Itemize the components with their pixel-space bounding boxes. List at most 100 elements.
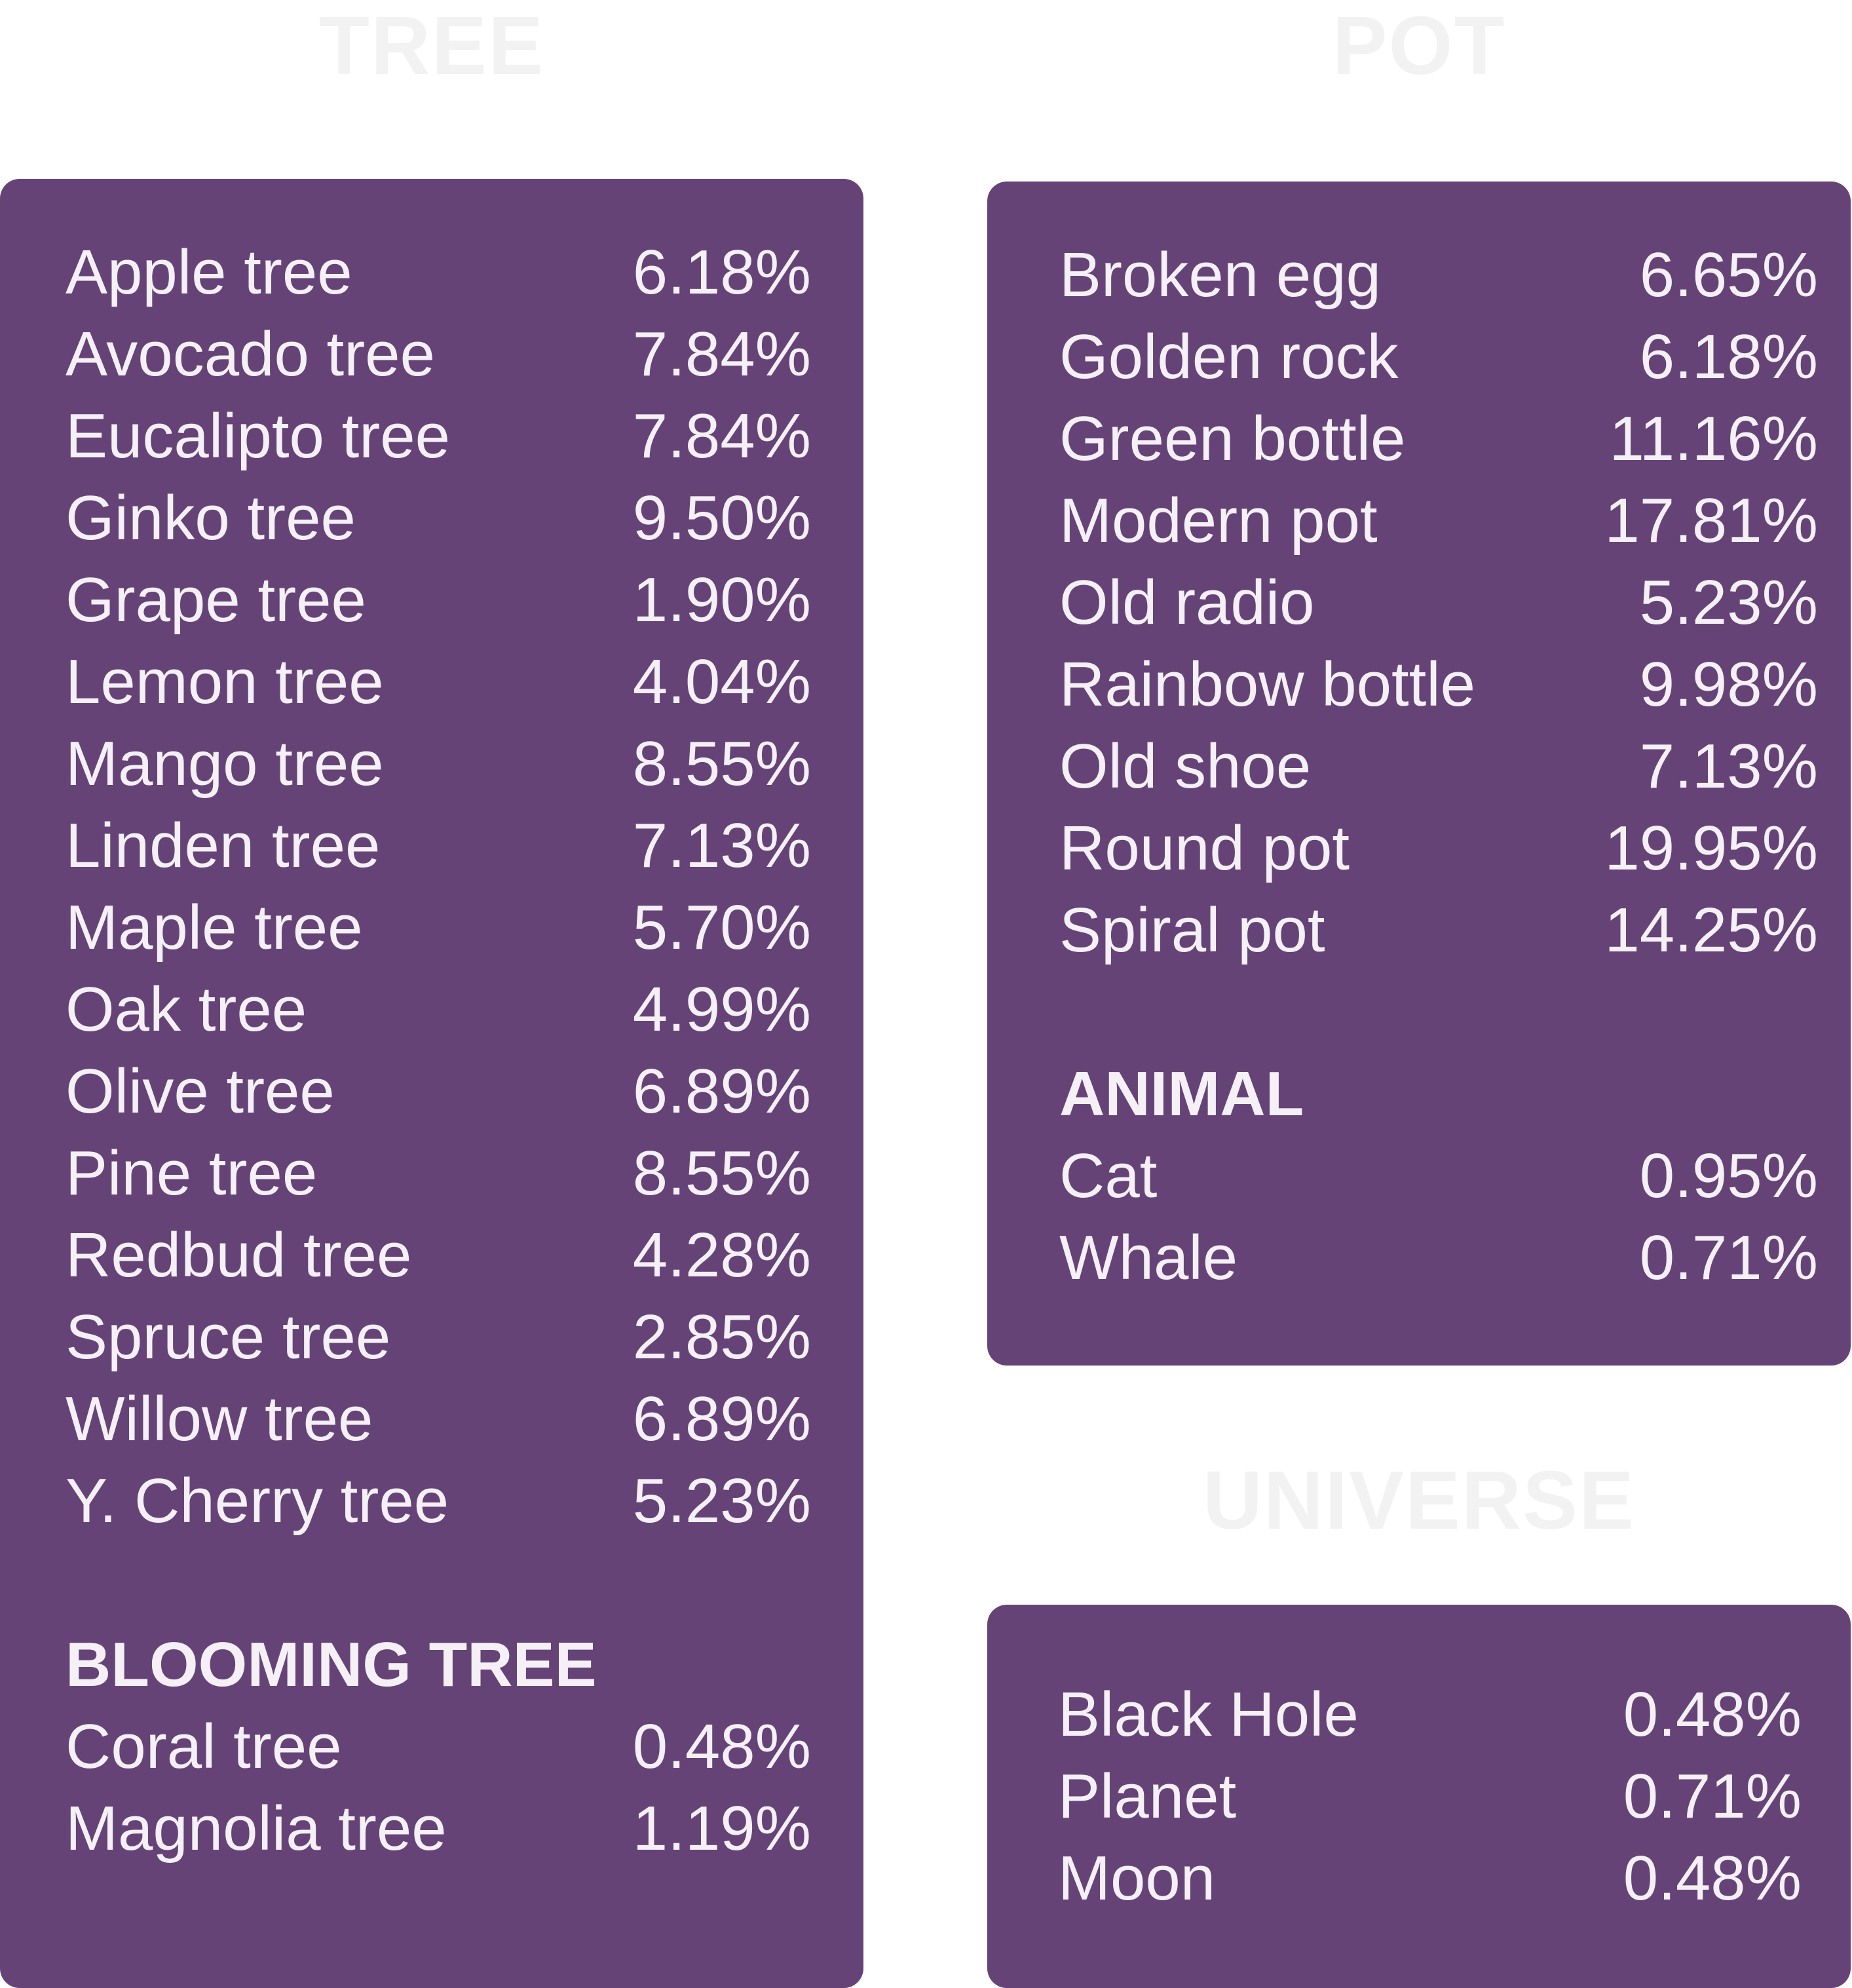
item-name: Spiral pot: [1059, 895, 1325, 965]
tree-section-title: TREE: [318, 0, 545, 92]
universe-panel: Black Hole 0.48% Planet 0.71% Moon 0.48%: [987, 1605, 1851, 1988]
item-percentage: 4.04%: [632, 647, 811, 717]
pot-panel: Broken egg 6.65% Golden rock 6.18% Green b…: [987, 182, 1851, 1366]
list-item: Ginko tree 9.50%: [66, 477, 811, 559]
item-name: Linden tree: [66, 811, 381, 881]
item-name: Cat: [1059, 1141, 1158, 1211]
list-item: Coral tree 0.48%: [66, 1706, 811, 1787]
list-item: Olive tree 6.89%: [66, 1050, 811, 1132]
list-item: Magnolia tree 1.19%: [66, 1787, 811, 1869]
item-name: Modern pot: [1059, 486, 1378, 556]
list-item: Golden rock 6.18%: [1059, 316, 1818, 398]
item-percentage: 0.71%: [1623, 1761, 1802, 1831]
list-item: Green bottle 11.16%: [1059, 398, 1818, 480]
list-item: Spiral pot 14.25%: [1059, 889, 1818, 971]
item-name: Ginko tree: [66, 483, 356, 553]
item-percentage: 5.70%: [632, 892, 811, 963]
item-percentage: 11.16%: [1609, 404, 1818, 474]
item-percentage: 1.19%: [632, 1793, 811, 1864]
item-name: Planet: [1058, 1761, 1237, 1831]
item-name: Maple tree: [66, 892, 363, 963]
list-item: Moon 0.48%: [1058, 1837, 1802, 1919]
item-name: Old shoe: [1059, 731, 1312, 801]
item-percentage: 0.48%: [632, 1711, 811, 1782]
item-name: Olive tree: [66, 1056, 335, 1126]
item-percentage: 17.81%: [1604, 486, 1818, 556]
list-item: Mango tree 8.55%: [66, 723, 811, 805]
tree-list: Apple tree 6.18% Avocado tree 7.84% Eucali…: [66, 231, 811, 1542]
list-item: Oak tree 4.99%: [66, 968, 811, 1050]
spacer: [1059, 971, 1818, 1053]
item-percentage: 6.18%: [632, 237, 811, 307]
list-item: Round pot 19.95%: [1059, 807, 1818, 889]
universe-list: Black Hole 0.48% Planet 0.71% Moon 0.48%: [1058, 1673, 1802, 1919]
item-name: Whale: [1059, 1223, 1238, 1293]
item-percentage: 5.23%: [632, 1466, 811, 1536]
list-item: Spruce tree 2.85%: [66, 1296, 811, 1378]
item-name: Redbud tree: [66, 1220, 412, 1290]
animal-list: Cat 0.95% Whale 0.71%: [1059, 1135, 1818, 1299]
blooming-tree-list: Coral tree 0.48% Magnolia tree 1.19%: [66, 1706, 811, 1869]
pot-list: Broken egg 6.65% Golden rock 6.18% Green b…: [1059, 234, 1818, 971]
item-name: Broken egg: [1059, 240, 1382, 310]
list-item: Planet 0.71%: [1058, 1755, 1802, 1837]
item-name: Black Hole: [1058, 1679, 1359, 1749]
list-item: Y. Cherry tree 5.23%: [66, 1460, 811, 1542]
item-name: Coral tree: [66, 1711, 342, 1782]
item-percentage: 6.89%: [632, 1384, 811, 1454]
item-percentage: 14.25%: [1604, 895, 1818, 965]
item-name: Golden rock: [1059, 322, 1399, 392]
item-percentage: 4.28%: [632, 1220, 811, 1290]
list-item: Avocado tree 7.84%: [66, 313, 811, 395]
item-name: Green bottle: [1059, 404, 1406, 474]
list-item: Modern pot 17.81%: [1059, 480, 1818, 562]
item-percentage: 9.98%: [1639, 649, 1818, 719]
item-name: Willow tree: [66, 1384, 373, 1454]
item-name: Spruce tree: [66, 1302, 391, 1372]
item-name: Rainbow bottle: [1059, 649, 1476, 719]
list-item: Broken egg 6.65%: [1059, 234, 1818, 316]
spacer: [66, 1542, 811, 1624]
item-percentage: 0.95%: [1639, 1141, 1818, 1211]
item-percentage: 0.48%: [1623, 1843, 1802, 1913]
list-item: Pine tree 8.55%: [66, 1132, 811, 1214]
item-percentage: 7.13%: [1639, 731, 1818, 801]
pot-section-title: POT: [1332, 0, 1506, 92]
item-name: Mango tree: [66, 729, 384, 799]
item-name: Y. Cherry tree: [66, 1466, 449, 1536]
list-item: Apple tree 6.18%: [66, 231, 811, 313]
list-item: Redbud tree 4.28%: [66, 1214, 811, 1296]
item-name: Old radio: [1059, 567, 1315, 638]
item-percentage: 0.48%: [1623, 1679, 1802, 1749]
list-item: Maple tree 5.70%: [66, 887, 811, 968]
item-name: Lemon tree: [66, 647, 384, 717]
item-percentage: 6.89%: [632, 1056, 811, 1126]
list-item: Old radio 5.23%: [1059, 562, 1818, 643]
item-percentage: 9.50%: [632, 483, 811, 553]
list-item: Lemon tree 4.04%: [66, 641, 811, 723]
item-percentage: 2.85%: [632, 1302, 811, 1372]
list-item: Whale 0.71%: [1059, 1217, 1818, 1299]
item-percentage: 7.13%: [632, 811, 811, 881]
universe-section-title: UNIVERSE: [1202, 1454, 1636, 1546]
item-percentage: 1.90%: [632, 565, 811, 635]
tree-panel: Apple tree 6.18% Avocado tree 7.84% Eucali…: [0, 179, 863, 1988]
item-name: Pine tree: [66, 1138, 318, 1208]
list-item: Cat 0.95%: [1059, 1135, 1818, 1217]
item-name: Moon: [1058, 1843, 1216, 1913]
item-percentage: 8.55%: [632, 729, 811, 799]
list-item: Willow tree 6.89%: [66, 1378, 811, 1460]
item-name: Eucalipto tree: [66, 401, 451, 471]
item-name: Round pot: [1059, 813, 1350, 883]
item-name: Magnolia tree: [66, 1793, 447, 1864]
item-name: Apple tree: [66, 237, 352, 307]
item-percentage: 19.95%: [1604, 813, 1818, 883]
list-item: Rainbow bottle 9.98%: [1059, 643, 1818, 725]
item-percentage: 8.55%: [632, 1138, 811, 1208]
list-item: Old shoe 7.13%: [1059, 725, 1818, 807]
item-percentage: 0.71%: [1639, 1223, 1818, 1293]
list-item: Grape tree 1.90%: [66, 559, 811, 641]
list-item: Eucalipto tree 7.84%: [66, 395, 811, 477]
item-percentage: 6.65%: [1639, 240, 1818, 310]
item-percentage: 7.84%: [632, 401, 811, 471]
